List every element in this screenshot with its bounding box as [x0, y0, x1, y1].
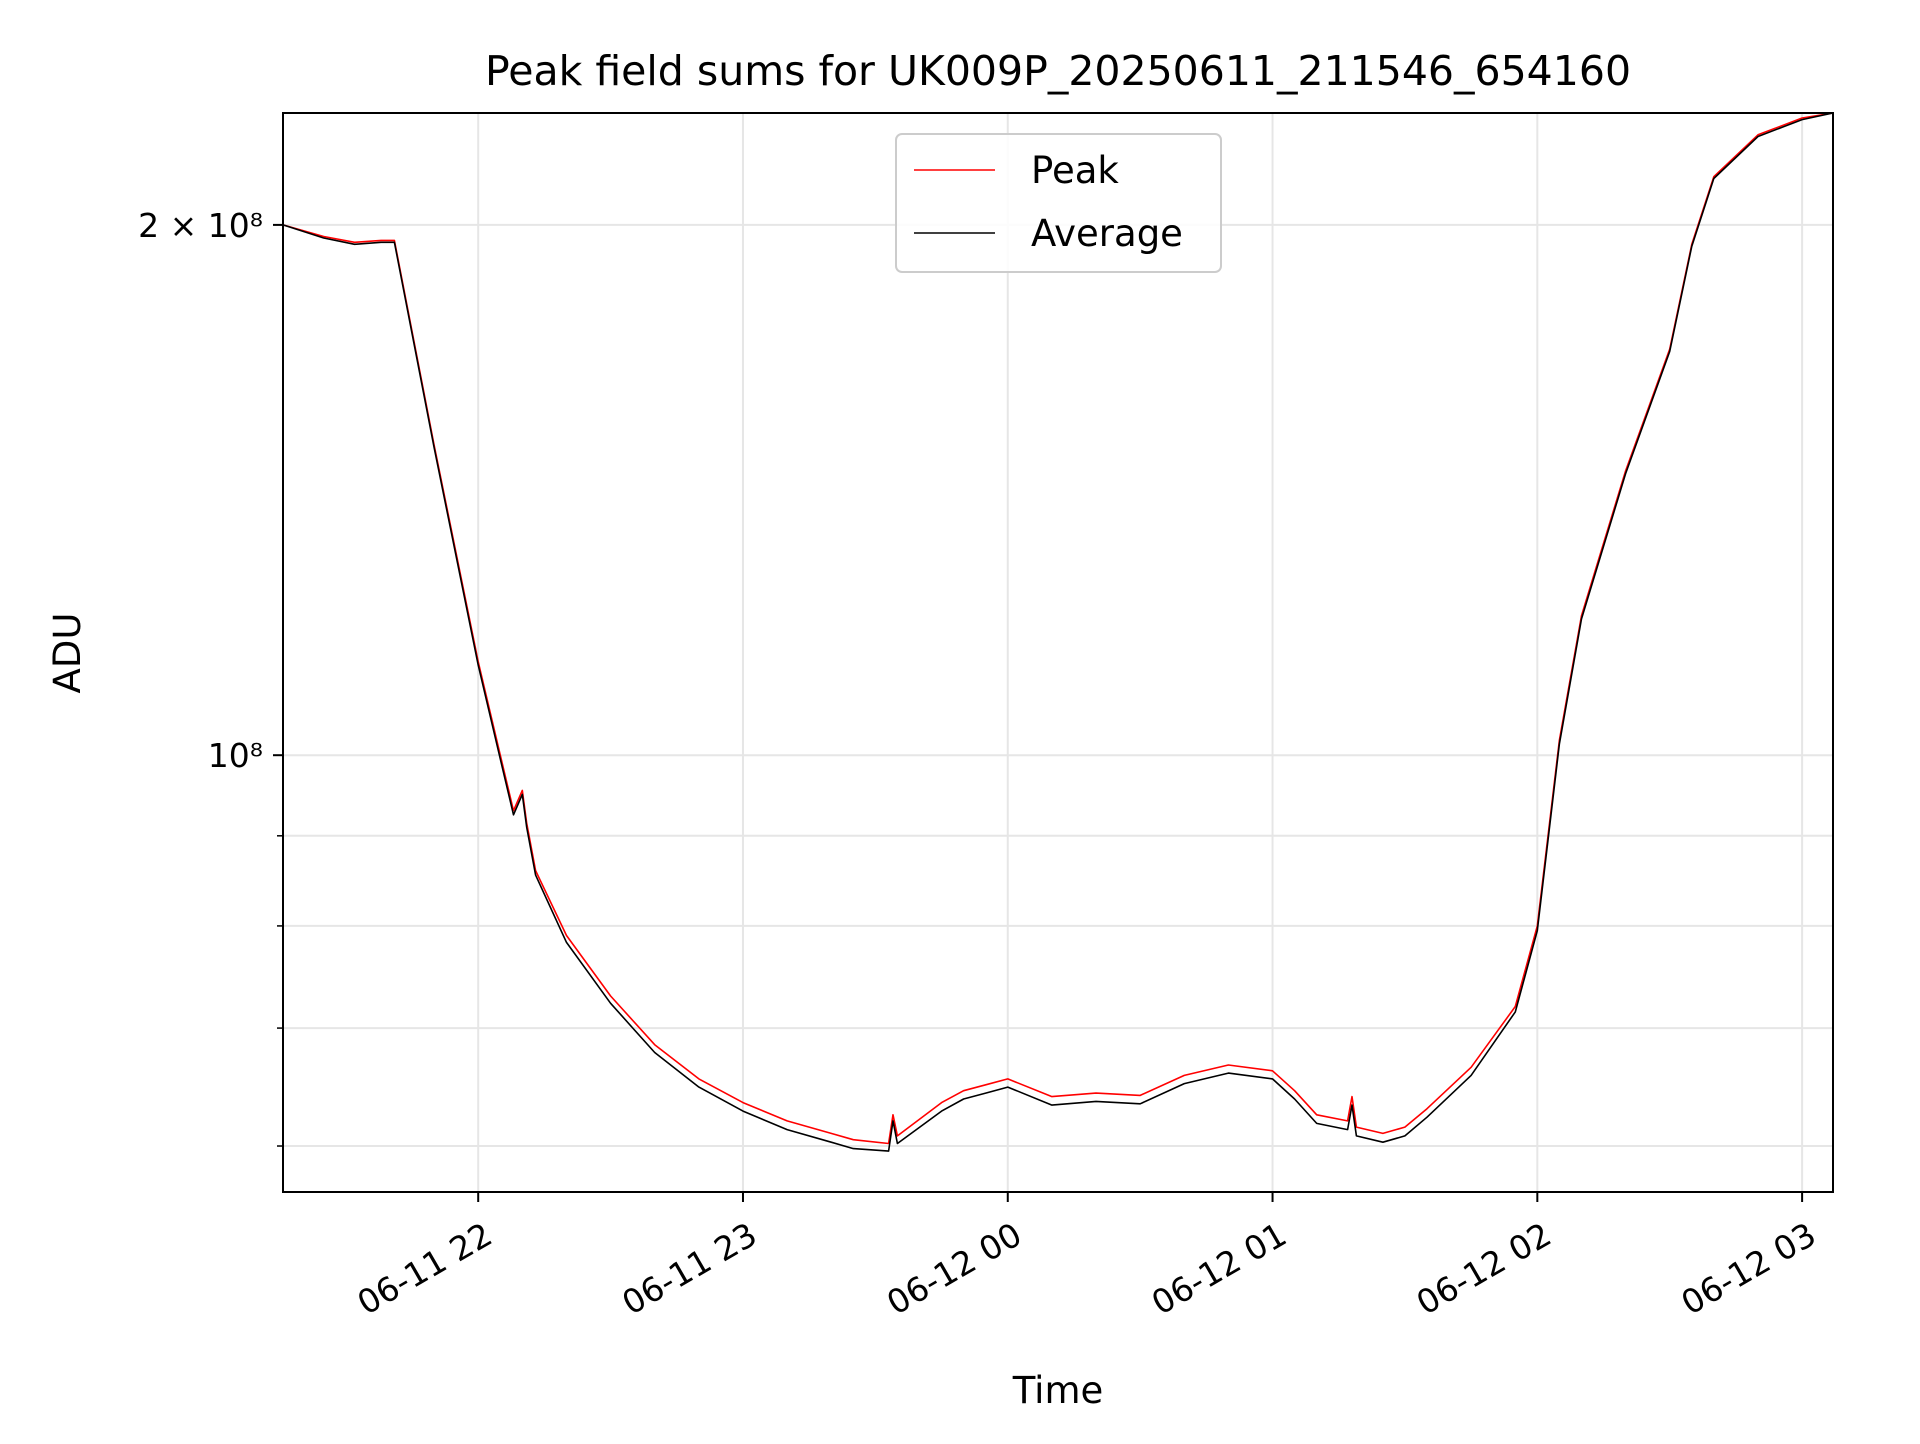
y-axis-label: ADU — [46, 613, 89, 694]
tick-layer: 06-11 22 06-11 23 06-12 00 06-12 01 06-12 02… — [138, 206, 1822, 1323]
x-tick-label: 06-12 00 — [880, 1215, 1028, 1323]
x-tick-label: 06-12 01 — [1145, 1215, 1293, 1323]
y-tick-label: 10⁸ — [208, 736, 263, 775]
x-tick-label: 06-11 23 — [615, 1215, 763, 1323]
legend-box — [895, 133, 1222, 273]
x-tick-label: 06-12 03 — [1675, 1215, 1823, 1323]
y-tick-label: 2 × 10⁸ — [138, 206, 263, 245]
x-axis-label: Time — [1012, 1369, 1104, 1412]
x-tick-label: 06-12 02 — [1410, 1215, 1558, 1323]
grid-layer — [283, 113, 1833, 1192]
legend-label-average: Average — [1031, 212, 1183, 255]
series-line-average — [282, 112, 1834, 1152]
chart-title: Peak field sums for UK009P_20250611_2115… — [485, 47, 1631, 95]
x-tick-label: 06-11 22 — [351, 1215, 499, 1323]
plot-frame — [282, 112, 1834, 1193]
legend: Peak Average — [895, 133, 1222, 273]
legend-label-peak: Peak — [1031, 149, 1119, 192]
series-layer — [282, 112, 1834, 1152]
